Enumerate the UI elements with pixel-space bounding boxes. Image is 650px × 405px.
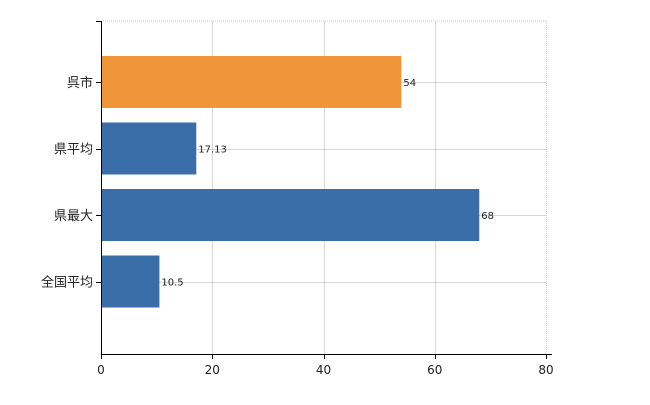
x-tick-label: 80 bbox=[538, 363, 553, 377]
x-tick-label: 0 bbox=[97, 363, 105, 377]
bar-0 bbox=[101, 56, 402, 108]
category-label: 全国平均 bbox=[41, 275, 93, 291]
category-label: 県平均 bbox=[54, 143, 93, 158]
labels-layer: 0 20 40 60 80 呉市 54 県平均 17.13 県最大 68 全国平均 10.5 bbox=[41, 75, 554, 377]
bar-3 bbox=[101, 255, 160, 308]
bars-layer bbox=[101, 56, 480, 308]
bar-2 bbox=[101, 189, 480, 241]
x-tick-label: 40 bbox=[316, 363, 331, 377]
axis-layer bbox=[96, 21, 552, 359]
data-label: 17.13 bbox=[198, 145, 227, 156]
x-tick-label: 60 bbox=[427, 363, 442, 377]
category-label: 呉市 bbox=[67, 75, 93, 91]
bar-1 bbox=[101, 122, 197, 175]
category-label: 県最大 bbox=[54, 209, 93, 224]
x-tick-label: 20 bbox=[205, 363, 220, 377]
data-label: 54 bbox=[403, 78, 416, 89]
data-label: 68 bbox=[481, 211, 494, 222]
data-label: 10.5 bbox=[161, 278, 183, 289]
